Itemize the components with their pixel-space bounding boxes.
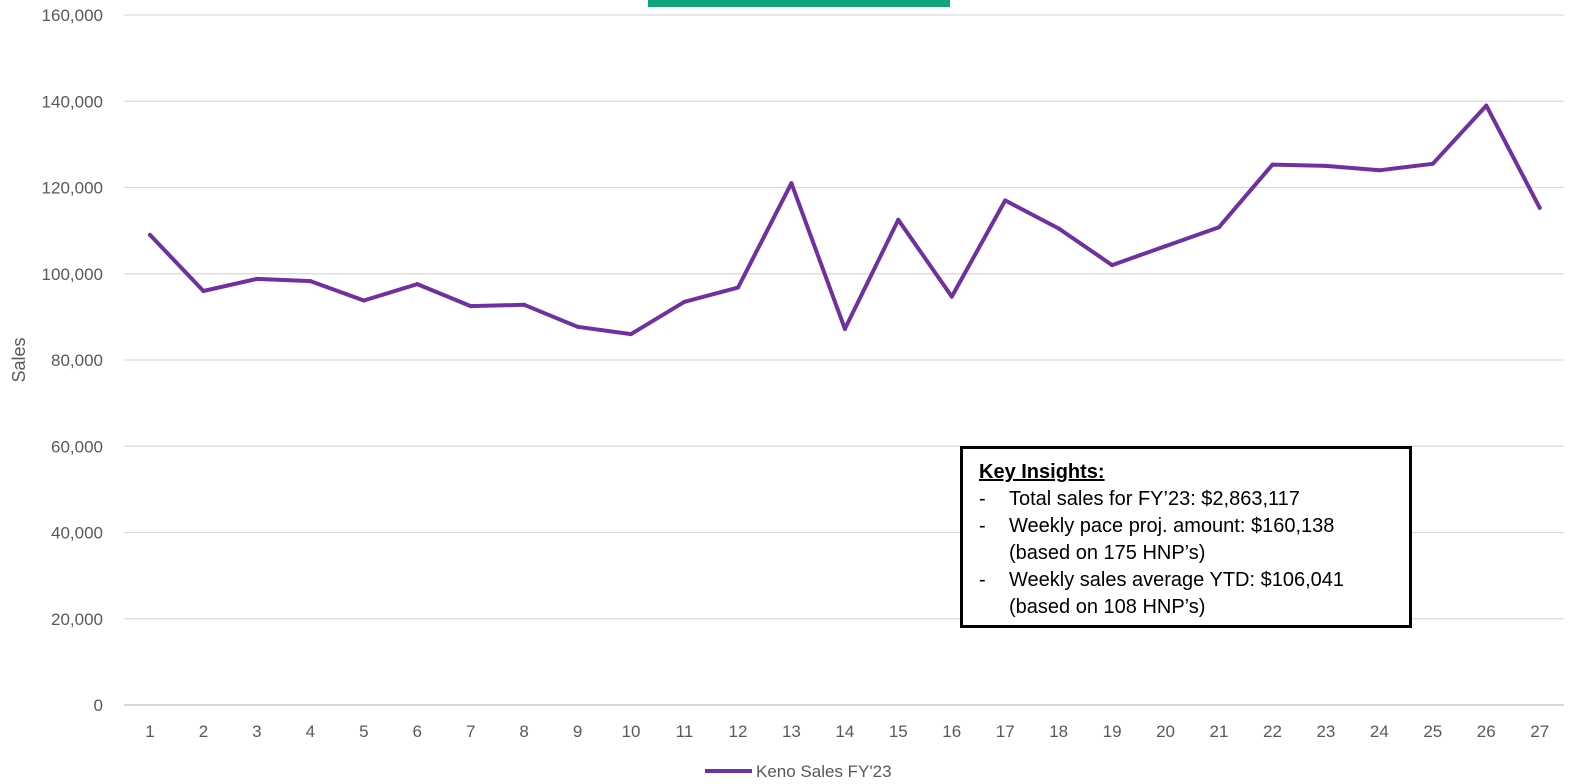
x-tick-label: 25: [1423, 722, 1442, 741]
data-point: [254, 276, 259, 281]
x-tick-label: 15: [889, 722, 908, 741]
data-point: [148, 232, 152, 237]
data-point: [361, 298, 366, 303]
data-point: [896, 217, 901, 222]
x-tick-label: 11: [676, 722, 694, 741]
x-tick-label: 4: [306, 722, 315, 741]
data-point: [1537, 205, 1542, 210]
x-tick-label: 10: [622, 722, 641, 741]
insight-text: Weekly pace proj. amount: $160,138 (base…: [1009, 515, 1335, 564]
x-tick-label: 27: [1530, 722, 1549, 741]
y-tick-label: 60,000: [51, 437, 103, 456]
insight-text: Total sales for FY’23: $2,863,117: [1009, 488, 1300, 510]
insight-item: - Total sales for FY’23: $2,863,117: [979, 486, 1395, 513]
x-tick-label: 3: [252, 722, 261, 741]
x-tick-label: 12: [728, 722, 747, 741]
top-band: [648, 0, 950, 7]
insight-dash: -: [979, 569, 986, 591]
insight-dash: -: [979, 488, 986, 510]
data-point: [308, 279, 313, 284]
series-line: [148, 103, 1542, 337]
data-point: [1003, 198, 1008, 203]
x-tick-label: 16: [942, 722, 961, 741]
data-point: [522, 302, 527, 307]
insight-item: - Weekly sales average YTD: $106,041 (ba…: [979, 567, 1395, 621]
y-tick-label: 120,000: [42, 179, 103, 198]
data-point: [415, 282, 420, 287]
x-tick-label: 26: [1477, 722, 1496, 741]
insight-text: Weekly sales average YTD: $106,041 (base…: [1009, 569, 1345, 618]
series-layer: [148, 103, 1542, 337]
x-tick-label: 18: [1049, 722, 1068, 741]
y-tick-label: 20,000: [51, 610, 103, 629]
x-tick-label: 1: [145, 722, 154, 741]
data-point: [575, 324, 580, 329]
x-tick-label: 23: [1316, 722, 1335, 741]
x-axis-ticks: 1 2 3 4 5 6 7 8 9 10 11 12 13 14 15 16 17 18 19 20 21 22 23 24 2…: [145, 722, 1549, 741]
data-point: [201, 289, 206, 293]
x-tick-label: 2: [199, 722, 208, 741]
x-tick-label: 21: [1210, 722, 1229, 741]
y-tick-label: 140,000: [42, 92, 103, 111]
x-tick-label: 19: [1103, 722, 1122, 741]
data-point: [1430, 161, 1435, 166]
data-point: [1110, 263, 1115, 268]
x-tick-label: 17: [996, 722, 1015, 741]
data-point: [1163, 244, 1168, 249]
x-tick-label: 24: [1370, 722, 1389, 741]
data-point: [949, 294, 954, 299]
data-point: [1377, 168, 1382, 173]
data-point: [1056, 226, 1061, 231]
x-tick-label: 20: [1156, 722, 1175, 741]
data-point: [1484, 103, 1489, 108]
y-axis-label: Sales: [9, 337, 29, 382]
x-tick-label: 8: [519, 722, 528, 741]
data-point: [735, 285, 740, 290]
key-insights-title: Key Insights:: [979, 461, 1105, 483]
data-point: [629, 332, 634, 337]
x-tick-label: 22: [1263, 722, 1282, 741]
y-tick-label: 0: [94, 696, 103, 715]
data-point: [789, 181, 794, 186]
legend-label: Keno Sales FY'23: [756, 762, 892, 781]
y-tick-label: 100,000: [42, 265, 103, 284]
x-tick-label: 14: [835, 722, 854, 741]
y-tick-label: 40,000: [51, 524, 103, 543]
x-tick-label: 13: [782, 722, 801, 741]
key-insights-box: Key Insights: - Total sales for FY’23: $…: [960, 446, 1412, 628]
y-tick-label: 80,000: [51, 351, 103, 370]
x-tick-label: 5: [359, 722, 368, 741]
insight-dash: -: [979, 515, 986, 537]
data-point: [1217, 225, 1221, 230]
x-tick-label: 6: [413, 722, 422, 741]
insight-item: - Weekly pace proj. amount: $160,138 (ba…: [979, 513, 1395, 567]
data-point: [1270, 162, 1275, 167]
y-axis-ticks: 0 20,000 40,000 60,000 80,000 100,000 120,000 1…: [42, 6, 103, 715]
data-point: [842, 326, 847, 331]
legend: Keno Sales FY'23: [705, 762, 892, 781]
data-point: [1323, 163, 1328, 168]
y-tick-label: 160,000: [42, 6, 103, 25]
data-point: [682, 299, 687, 304]
x-tick-label: 7: [466, 722, 475, 741]
data-point: [468, 304, 473, 309]
x-tick-label: 9: [573, 722, 582, 741]
